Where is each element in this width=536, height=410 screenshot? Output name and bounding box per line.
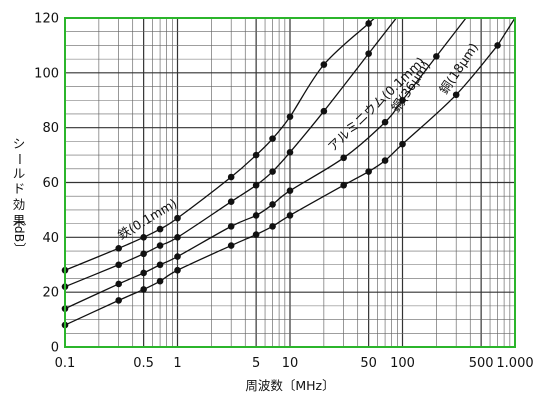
data-point — [115, 280, 122, 288]
data-point — [399, 96, 406, 104]
y-axis-label: シ ー ル ド 効 果 〔dB〕 — [12, 136, 27, 255]
y-axis-label-char: ド — [13, 181, 26, 196]
y-tick-label: 120 — [34, 12, 59, 27]
data-point — [174, 234, 181, 241]
data-point — [269, 223, 276, 230]
data-point — [494, 42, 501, 49]
data-point — [140, 234, 147, 241]
x-tick-label: 100 — [390, 356, 415, 371]
data-point — [252, 212, 260, 219]
y-axis-unit: 〔dB〕 — [12, 213, 27, 255]
data-point — [286, 187, 294, 195]
y-tick-label: 60 — [42, 176, 59, 191]
data-point — [365, 50, 372, 57]
y-axis-label-char: シ — [13, 136, 26, 151]
x-tick-label: 5 — [252, 356, 260, 371]
data-point — [252, 151, 260, 159]
data-point — [269, 201, 276, 208]
x-tick-label: 500 — [469, 356, 494, 371]
data-point — [269, 135, 276, 142]
y-tick-label: 100 — [34, 66, 59, 81]
data-point — [174, 266, 181, 274]
data-point — [365, 20, 372, 27]
x-tick-labels: 0.1 0.5 1 5 10 50 100 500 1.000 — [55, 356, 534, 371]
plot-frame — [64, 17, 516, 348]
x-tick-label: 0.5 — [133, 356, 154, 371]
y-axis-label-char: 果 — [13, 213, 26, 228]
data-point — [340, 154, 347, 162]
data-point — [381, 118, 389, 126]
x-tick-label: 50 — [360, 356, 377, 371]
x-tick-label: 1 — [173, 356, 181, 371]
data-point — [156, 277, 164, 285]
data-point — [452, 91, 460, 99]
data-point — [174, 214, 181, 222]
y-tick-label: 0 — [51, 341, 59, 356]
series-layer — [61, 17, 516, 329]
x-axis-label: 周波数〔MHz〕 — [245, 378, 334, 393]
data-point — [433, 53, 440, 60]
data-point — [140, 269, 147, 277]
y-tick-label: 40 — [42, 231, 59, 246]
x-tick-label: 10 — [282, 356, 299, 371]
data-point — [227, 173, 235, 181]
y-axis-label-char: 効 — [13, 197, 26, 212]
data-point — [399, 140, 406, 148]
data-point — [286, 113, 294, 120]
data-point — [252, 181, 260, 189]
y-axis-label-char: ー — [12, 153, 27, 166]
data-point — [156, 225, 164, 233]
data-point — [140, 286, 147, 293]
data-point — [320, 107, 328, 115]
y-axis-label-char: ル — [13, 166, 26, 181]
data-point — [320, 61, 328, 68]
data-point — [227, 223, 235, 230]
x-tick-label: 1.000 — [496, 356, 533, 371]
data-point — [381, 157, 389, 164]
data-point — [115, 297, 122, 304]
data-point — [140, 250, 147, 258]
data-point — [115, 245, 122, 252]
grid — [65, 18, 515, 347]
x-tick-label: 0.1 — [55, 356, 76, 371]
data-point — [286, 149, 294, 156]
data-point — [156, 242, 164, 249]
data-point — [156, 261, 164, 269]
y-tick-label: 20 — [42, 286, 59, 301]
y-tick-label: 80 — [42, 121, 59, 136]
data-point — [174, 253, 181, 260]
data-point — [340, 181, 347, 189]
data-point — [115, 261, 122, 269]
y-tick-labels: 0 20 40 60 80 100 120 — [34, 12, 59, 356]
data-point — [252, 231, 260, 238]
data-point — [365, 168, 372, 175]
data-point — [286, 212, 294, 219]
data-point — [227, 198, 235, 205]
data-point — [269, 168, 276, 175]
data-point — [227, 242, 235, 249]
